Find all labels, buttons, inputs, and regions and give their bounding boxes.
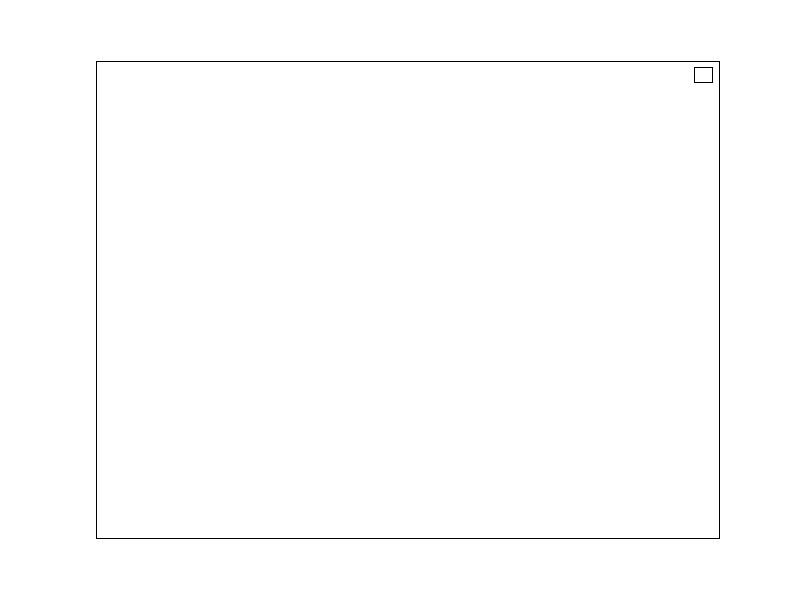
legend bbox=[694, 67, 713, 83]
plot-area bbox=[96, 61, 720, 539]
